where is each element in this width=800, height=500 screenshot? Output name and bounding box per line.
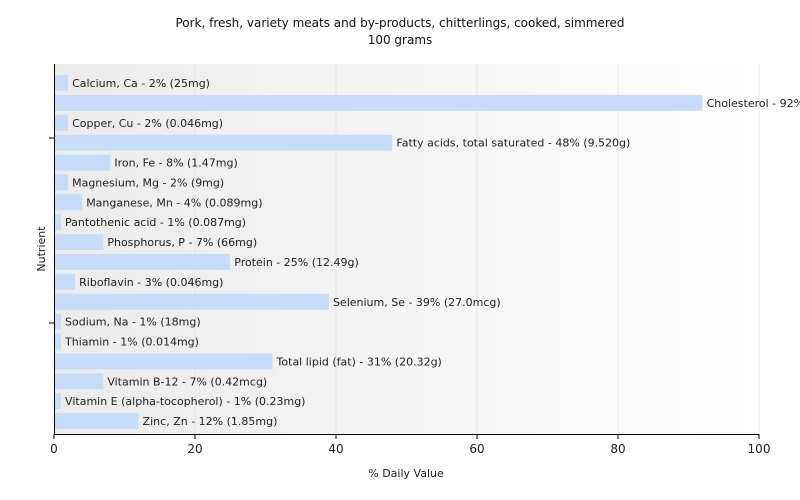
bar [54,413,139,430]
bar [54,174,69,191]
x-tick-label: 60 [469,442,484,456]
bar [54,234,104,251]
bar [54,273,76,290]
bar-label: Pantothenic acid - 1% (0.087mg) [65,216,246,229]
bar [54,94,703,111]
bar-label: Zinc, Zn - 12% (1.85mg) [143,415,278,428]
bar-label: Sodium, Na - 1% (18mg) [65,316,201,329]
plot-area [54,64,759,434]
bar [54,373,104,390]
bar [54,333,62,350]
bar [54,75,69,91]
y-axis-label: Nutrient [35,226,48,272]
bar-label: Selenium, Se - 39% (27.0mcg) [333,296,501,309]
bar-label: Calcium, Ca - 2% (25mg) [72,77,210,90]
bar-label: Iron, Fe - 8% (1.47mg) [114,157,237,170]
bar-label: Vitamin E (alpha-tocopherol) - 1% (0.23m… [65,395,305,408]
bar-layer: Calcium, Ca - 2% (25mg) Cholesterol - 92%… [54,75,800,430]
bar [54,214,62,231]
axis-layer: 0 20 40 60 80 100 [49,64,770,456]
bar [54,134,393,151]
bar-label: Total lipid (fat) - 31% (20.32g) [276,355,442,368]
x-tick-label: 100 [748,442,771,456]
x-tick-label: 20 [187,442,202,456]
bar-label: Phosphorus, P - 7% (66mg) [107,236,257,249]
bar [54,254,231,270]
bar [54,114,69,131]
bar [54,313,62,330]
bar-label: Protein - 25% (12.49g) [234,256,359,269]
chart-title: Pork, fresh, variety meats and by-produc… [175,16,624,30]
grid-layer [194,64,760,434]
bar-label: Thiamin - 1% (0.014mg) [64,336,199,349]
bar [54,154,111,171]
bar-label: Riboflavin - 3% (0.046mg) [79,276,223,289]
bar [54,293,329,310]
bar-label: Copper, Cu - 2% (0.046mg) [72,117,223,130]
bar-label: Vitamin B-12 - 7% (0.42mcg) [107,375,267,388]
x-tick-label: 0 [50,442,58,456]
bar [54,353,273,370]
chart-subtitle: 100 grams [368,33,433,47]
bar-label: Manganese, Mn - 4% (0.089mg) [86,196,262,209]
bar-label: Magnesium, Mg - 2% (9mg) [72,176,224,189]
x-tick-label: 40 [328,442,343,456]
x-axis-label: % Daily Value [368,467,444,480]
bar-label: Fatty acids, total saturated - 48% (9.52… [396,137,630,150]
bar [54,393,62,410]
bar [54,194,83,211]
x-tick-label: 80 [610,442,625,456]
bar-label: Cholesterol - 92% (277mg) [707,97,800,110]
